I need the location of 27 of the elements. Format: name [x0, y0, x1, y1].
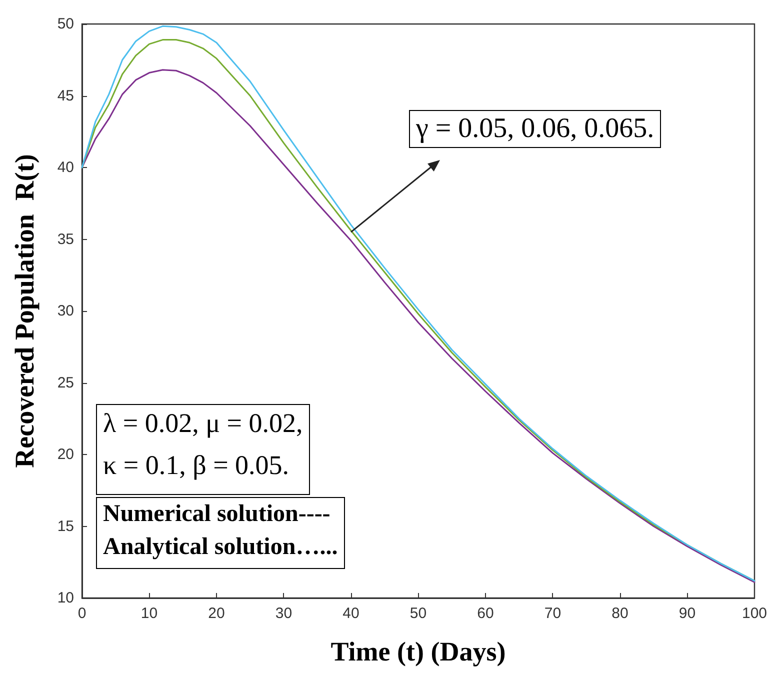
x-tick-label: 30	[275, 605, 292, 622]
x-axis-title: Time (t) (Days)	[330, 636, 506, 666]
y-tick-label: 50	[57, 16, 74, 32]
x-tick-label: 50	[410, 605, 427, 622]
annotation: Numerical solution----	[103, 500, 332, 529]
y-tick-label: 10	[57, 590, 74, 606]
annotation: Analytical solution…...	[103, 532, 338, 562]
y-tick-label: 30	[57, 302, 74, 320]
x-tick-label: 80	[612, 605, 628, 622]
y-tick-label: 35	[57, 230, 74, 248]
x-tick-label: 60	[477, 605, 494, 622]
x-tick-label: 90	[678, 605, 696, 622]
x-tick-label: 70	[544, 605, 562, 622]
y-tick-label: 40	[57, 159, 74, 176]
y-tick-label: 20	[57, 446, 74, 463]
x-tick-label: 0	[78, 605, 86, 622]
y-tick-label: 15	[57, 518, 74, 535]
x-tick-label: 100	[742, 605, 767, 622]
y-axis-title: Recovered Population R(t)	[10, 154, 40, 468]
x-tick-label: 20	[208, 605, 225, 622]
x-tick-label: 40	[342, 605, 360, 622]
y-tick-label: 25	[57, 374, 74, 392]
y-tick-label: 45	[57, 87, 74, 104]
annotation: λ = 0.02, μ = 0.02,	[103, 407, 303, 440]
annotation: γ = 0.05, 0.06, 0.065.	[409, 110, 662, 148]
annotation: κ = 0.1, β = 0.05.	[103, 449, 290, 482]
x-tick-label: 10	[140, 605, 158, 622]
